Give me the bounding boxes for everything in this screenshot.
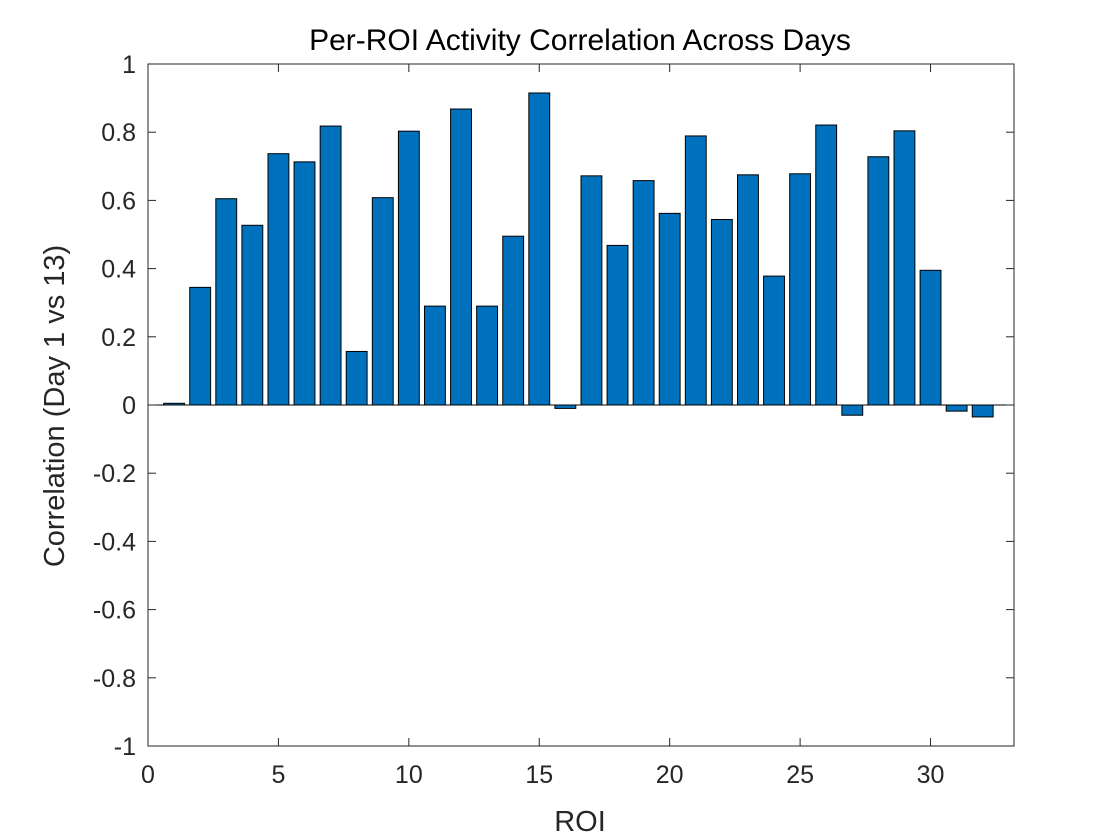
y-tick-label: 1 [122,51,136,79]
bar-roi-31 [945,404,968,412]
bar-roi-15 [528,92,551,406]
y-tick-label: 0.6 [101,187,136,215]
y-axis-label: Correlation (Day 1 vs 13) [39,245,71,567]
x-tick-label: 10 [395,761,423,789]
bars-group [163,92,994,418]
bar-roi-17 [580,175,603,406]
y-tick-label: -0.8 [93,665,136,693]
bar-roi-10 [397,130,420,406]
y-tick-label: 0.4 [101,256,136,284]
bar-roi-5 [267,153,290,406]
bar-roi-4 [241,224,264,406]
bar-roi-29 [893,130,916,406]
x-tick-label: 5 [271,761,285,789]
bar-roi-11 [423,305,446,406]
bar-roi-8 [345,350,368,406]
x-tick-label: 20 [656,761,684,789]
bar-roi-23 [737,174,759,406]
y-tick-label: 0.8 [101,119,136,147]
bar-roi-26 [815,124,838,406]
bar-roi-12 [450,108,472,406]
bar-roi-30 [919,269,942,406]
bar-roi-22 [710,219,733,406]
bar-roi-9 [371,197,394,406]
x-tick-label: 30 [917,761,945,789]
bar-roi-3 [215,198,238,406]
y-tick-label: -0.6 [93,597,136,625]
bar-roi-16 [554,404,577,409]
bar-roi-18 [606,244,629,406]
bar-roi-24 [763,275,785,406]
x-tick-label: 25 [786,761,814,789]
y-tick-label: -1 [114,733,136,761]
bar-roi-25 [789,173,812,406]
x-tick-label: 0 [141,761,155,789]
bar-roi-19 [632,180,655,406]
chart-title: Per-ROI Activity Correlation Across Days [309,24,851,57]
y-tick-label: -0.4 [93,528,136,556]
x-tick-label: 15 [525,761,553,789]
y-tick-label: -0.2 [93,460,136,488]
ticks-group: -1-0.8-0.6-0.4-0.200.20.40.60.810 5 10 15 20… [93,51,1014,789]
bar-roi-13 [476,305,499,406]
bar-roi-7 [319,125,342,406]
y-tick-label: 0 [122,392,136,420]
x-axis-label: ROI [554,806,606,838]
bar-roi-20 [658,212,681,406]
bar-roi-14 [502,235,525,406]
bar-roi-28 [867,156,890,406]
bar-roi-21 [684,135,707,406]
y-tick-label: 0.2 [101,324,136,352]
bar-roi-27 [841,404,864,416]
bar-roi-6 [293,161,316,406]
bar-roi-32 [971,404,994,418]
bar-roi-2 [189,286,212,406]
